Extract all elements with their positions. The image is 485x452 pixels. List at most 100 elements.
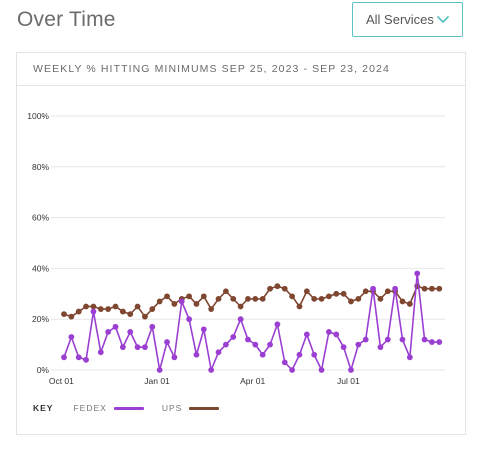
page-title: Over Time bbox=[17, 8, 116, 31]
chart-legend: KEY FEDEX UPS bbox=[17, 403, 465, 413]
data-point-fedex bbox=[245, 336, 251, 343]
chart-title: WEEKLY % HITTING MINIMUMS SEP 25, 2023 -… bbox=[33, 63, 390, 75]
data-point-ups bbox=[105, 306, 112, 312]
data-point-fedex bbox=[289, 367, 296, 373]
data-point-ups bbox=[61, 311, 67, 318]
data-point-ups bbox=[245, 295, 251, 302]
data-point-fedex bbox=[348, 367, 354, 373]
line-chart: 0% 20% 40% 60% 80% 100% Oct 01 Jan 01 Apr 01 Jul … bbox=[27, 111, 445, 386]
data-point-fedex bbox=[237, 316, 244, 323]
data-point-fedex bbox=[296, 351, 303, 358]
data-point-ups bbox=[97, 306, 104, 312]
data-point-fedex bbox=[318, 367, 325, 373]
data-point-fedex bbox=[274, 321, 281, 328]
data-point-fedex bbox=[392, 285, 399, 292]
data-point-ups bbox=[362, 288, 369, 295]
data-point-ups bbox=[384, 288, 391, 295]
data-point-ups bbox=[399, 298, 406, 305]
data-point-ups bbox=[149, 306, 156, 312]
data-point-fedex bbox=[429, 339, 435, 345]
data-point-fedex bbox=[406, 354, 413, 361]
data-point-ups bbox=[311, 295, 318, 302]
data-point-fedex bbox=[61, 354, 67, 361]
x-tick-label: Oct 01 bbox=[49, 376, 74, 386]
legend-label-ups: UPS bbox=[161, 403, 183, 413]
service-select-dropdown[interactable]: All Services bbox=[352, 2, 463, 37]
y-tick-label: 20% bbox=[32, 314, 49, 324]
data-point-fedex bbox=[421, 336, 428, 343]
data-point-ups bbox=[377, 295, 384, 302]
data-point-ups bbox=[252, 295, 259, 302]
data-point-fedex bbox=[370, 285, 376, 292]
data-point-fedex bbox=[259, 351, 266, 358]
data-point-fedex bbox=[156, 367, 163, 373]
data-point-ups bbox=[289, 293, 296, 300]
legend-item-fedex: FEDEX bbox=[73, 403, 144, 413]
data-point-fedex bbox=[377, 344, 384, 351]
x-tick-label: Jul 01 bbox=[337, 376, 360, 386]
data-point-fedex bbox=[164, 339, 170, 345]
data-point-fedex bbox=[193, 351, 200, 358]
data-point-ups bbox=[296, 303, 303, 310]
data-point-ups bbox=[127, 311, 134, 318]
data-point-ups bbox=[215, 295, 222, 302]
data-point-ups bbox=[355, 295, 362, 302]
data-point-ups bbox=[333, 290, 340, 297]
data-point-fedex bbox=[414, 270, 421, 277]
chevron-down-icon bbox=[437, 16, 449, 23]
y-tick-label: 60% bbox=[32, 213, 49, 223]
y-tick-label: 100% bbox=[27, 111, 49, 121]
data-point-fedex bbox=[83, 356, 89, 363]
data-point-ups bbox=[186, 293, 192, 300]
data-point-fedex bbox=[281, 359, 288, 366]
data-point-ups bbox=[134, 303, 141, 310]
data-point-fedex bbox=[90, 308, 97, 315]
y-tick-label: 40% bbox=[32, 263, 49, 273]
data-point-fedex bbox=[208, 367, 215, 373]
data-point-ups bbox=[112, 303, 119, 310]
data-point-ups bbox=[90, 303, 97, 310]
data-point-ups bbox=[193, 301, 200, 307]
data-point-ups bbox=[267, 285, 273, 292]
data-point-fedex bbox=[355, 341, 362, 348]
data-point-fedex bbox=[142, 344, 148, 351]
service-select-value: All Services bbox=[366, 12, 434, 27]
x-tick-label: Apr 01 bbox=[240, 376, 265, 386]
data-point-ups bbox=[259, 295, 266, 302]
data-point-fedex bbox=[119, 344, 126, 351]
data-point-fedex bbox=[267, 341, 273, 348]
data-point-ups bbox=[75, 308, 82, 315]
chart-card: WEEKLY % HITTING MINIMUMS SEP 25, 2023 -… bbox=[16, 52, 466, 435]
data-point-ups bbox=[421, 285, 428, 292]
legend-title: KEY bbox=[33, 403, 54, 413]
data-point-ups bbox=[119, 308, 126, 315]
data-point-fedex bbox=[171, 354, 178, 361]
data-point-fedex bbox=[303, 331, 310, 338]
x-tick-label: Jan 01 bbox=[144, 376, 170, 386]
data-point-ups bbox=[142, 313, 148, 320]
data-point-ups bbox=[222, 288, 229, 295]
data-point-ups bbox=[340, 290, 347, 297]
data-point-fedex bbox=[200, 326, 207, 333]
data-point-fedex bbox=[149, 323, 156, 330]
data-point-fedex bbox=[326, 329, 332, 335]
data-point-ups bbox=[164, 293, 170, 300]
data-point-ups bbox=[156, 298, 163, 305]
legend-label-fedex: FEDEX bbox=[73, 403, 107, 413]
data-point-fedex bbox=[362, 336, 369, 343]
data-point-ups bbox=[171, 301, 178, 307]
data-point-fedex bbox=[97, 349, 104, 356]
data-point-ups bbox=[68, 313, 75, 320]
data-point-ups bbox=[326, 293, 332, 300]
legend-item-ups: UPS bbox=[161, 403, 220, 413]
data-point-ups bbox=[429, 285, 435, 292]
data-point-ups bbox=[237, 303, 244, 310]
data-point-ups bbox=[83, 303, 89, 310]
series-line-ups bbox=[63, 285, 440, 318]
data-point-ups bbox=[348, 298, 354, 305]
data-point-fedex bbox=[75, 354, 82, 361]
data-point-fedex bbox=[311, 351, 318, 358]
data-point-fedex bbox=[68, 334, 75, 340]
data-point-fedex bbox=[186, 316, 192, 323]
data-point-fedex bbox=[134, 344, 141, 351]
